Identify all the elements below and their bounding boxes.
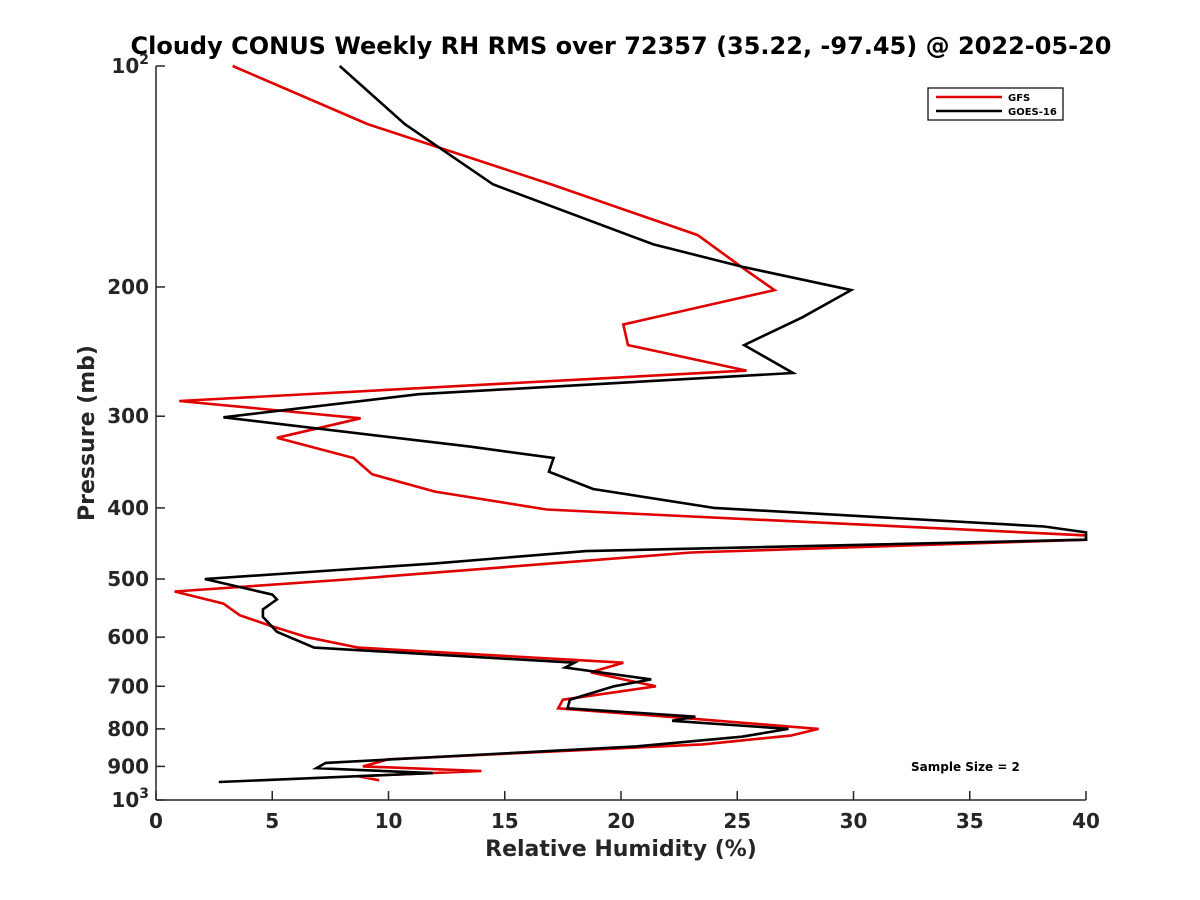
x-ticks: 0 5 10 15 20 25 30 35 40 <box>149 791 1100 833</box>
chart-title: Cloudy CONUS Weekly RH RMS over 72357 (3… <box>131 32 1112 60</box>
legend: GFS GOES-16 <box>927 87 1064 121</box>
sample-size-annotation: Sample Size = 2 <box>911 760 1020 774</box>
y-tick-label: 102 <box>111 52 149 78</box>
series-line-gfs <box>174 64 1088 782</box>
x-axis-label: Relative Humidity (%) <box>485 837 757 862</box>
legend-label-goes16: GOES-16 <box>1008 107 1057 118</box>
series-layer <box>174 64 1088 784</box>
x-tick-label: 35 <box>956 809 984 833</box>
x-tick-label: 10 <box>375 809 403 833</box>
series-line-goes16 <box>204 65 1088 784</box>
y-tick-label: 200 <box>107 275 149 299</box>
x-tick-label: 25 <box>723 809 751 833</box>
y-tick-label: 103 <box>111 786 149 812</box>
y-ticks: 102 200 300 400 500 600 700 800 900 103 <box>107 52 165 812</box>
y-tick-label: 700 <box>107 674 149 698</box>
y-tick-label: 600 <box>107 625 149 649</box>
x-tick-label: 15 <box>491 809 519 833</box>
y-tick-label: 500 <box>107 567 149 591</box>
x-tick-label: 0 <box>149 809 163 833</box>
y-tick-label: 900 <box>107 754 149 778</box>
y-axis-label: Pressure (mb) <box>75 345 100 521</box>
y-tick-label: 300 <box>107 404 149 428</box>
legend-label-gfs: GFS <box>1008 93 1030 104</box>
x-tick-label: 20 <box>607 809 635 833</box>
legend-box <box>927 87 1064 121</box>
x-tick-label: 30 <box>840 809 868 833</box>
x-tick-label: 40 <box>1072 809 1100 833</box>
y-tick-label: 400 <box>107 496 149 520</box>
x-tick-label: 5 <box>265 809 279 833</box>
y-tick-label: 800 <box>107 717 149 741</box>
